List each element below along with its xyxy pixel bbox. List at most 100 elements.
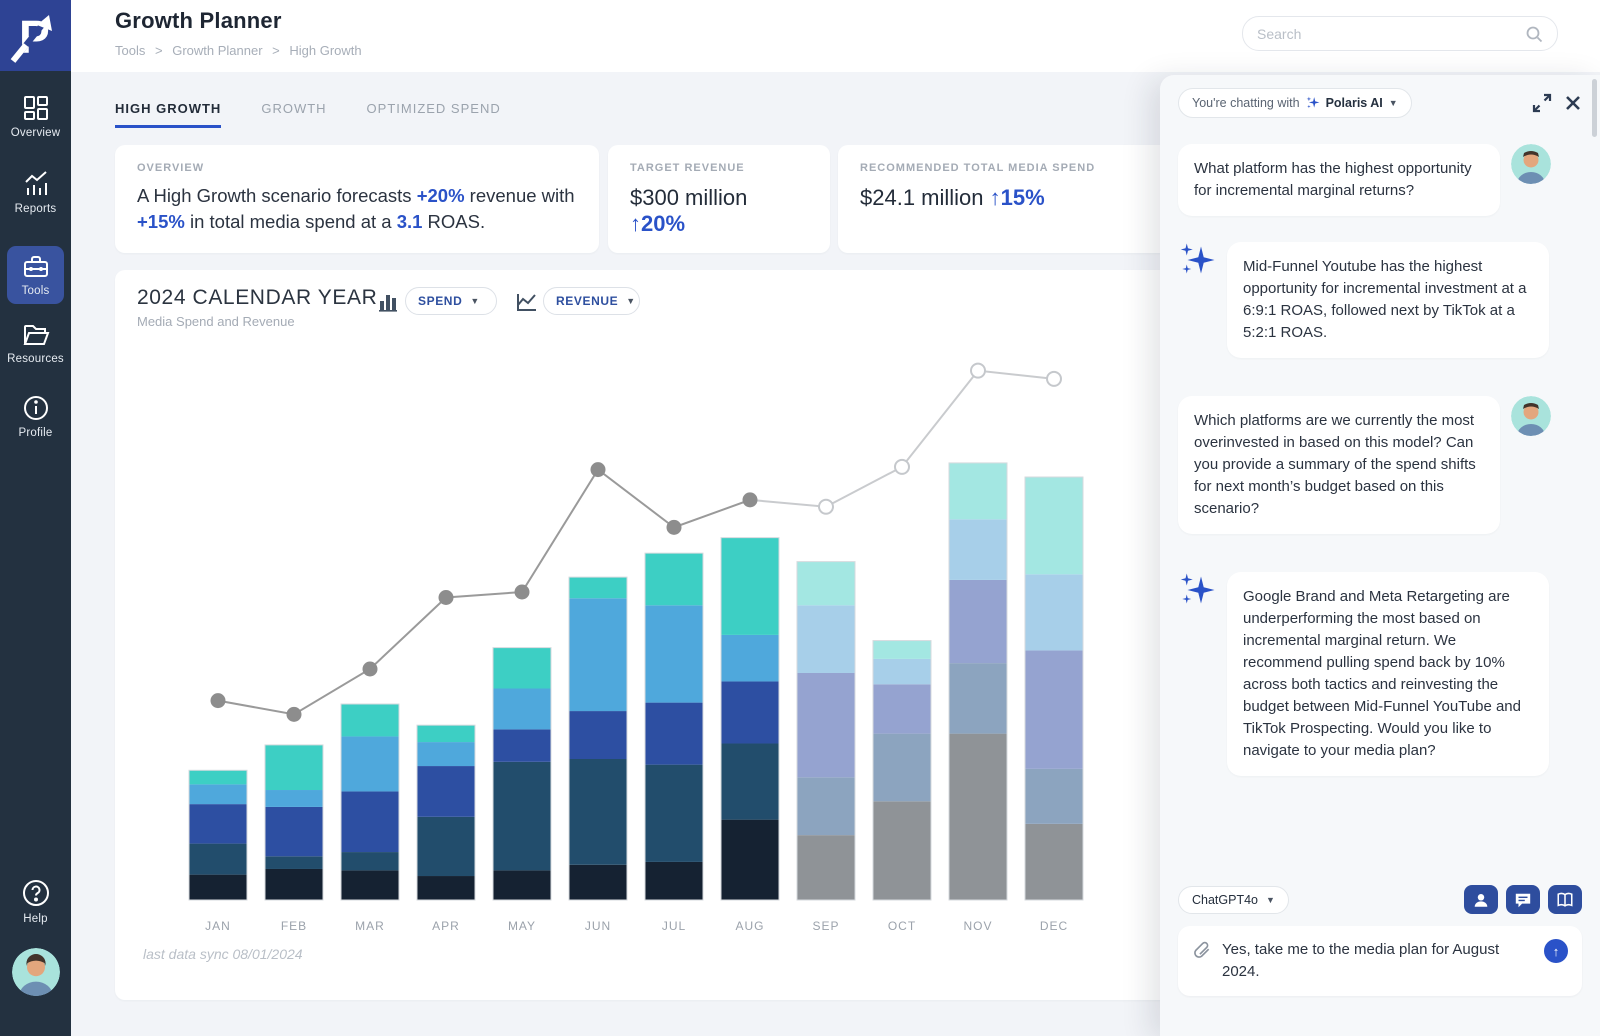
overview-card: OVERVIEW A High Growth scenario forecast… (115, 145, 599, 253)
paperclip-icon[interactable] (1192, 939, 1212, 961)
overview-summary-text: A High Growth scenario forecasts +20% re… (137, 185, 575, 233)
card-label: RECOMMENDED TOTAL MEDIA SPEND (860, 162, 1096, 174)
chat-input[interactable]: Yes, take me to the media plan for Augus… (1222, 941, 1500, 980)
sidebar-item-label: Reports (14, 203, 57, 215)
svg-text:MAY: MAY (508, 919, 536, 933)
breadcrumb-link[interactable]: Tools (115, 43, 146, 58)
chat-bubble-icon (1515, 893, 1531, 907)
sidebar: P Overview Reports Tools (0, 0, 71, 1036)
book-icon (1557, 892, 1573, 907)
assistant-selector-dropdown[interactable]: You're chatting with Polaris AI ▼ (1178, 88, 1412, 118)
spend-selector-dropdown[interactable]: SPEND ▼ (405, 287, 497, 315)
message-bubble: Which platforms are we currently the mos… (1178, 396, 1500, 534)
model-selector-dropdown[interactable]: ChatGPT4o ▼ (1178, 885, 1289, 914)
model-name: ChatGPT4o (1192, 892, 1259, 907)
chevron-down-icon: ▼ (1388, 98, 1398, 108)
breadcrumb-separator: > (272, 43, 280, 58)
page-title: Growth Planner (115, 8, 282, 33)
chat-scrollbar[interactable] (1592, 79, 1597, 137)
sidebar-item-overview[interactable]: Overview (0, 94, 71, 139)
search-box[interactable] (1242, 16, 1558, 51)
sidebar-item-label: Resources (7, 353, 64, 365)
message-bubble: Google Brand and Meta Retargeting are un… (1227, 572, 1549, 776)
chat-toolbar: ChatGPT4o ▼ (1178, 885, 1582, 914)
svg-text:AUG: AUG (735, 919, 764, 933)
conversations-button[interactable] (1506, 885, 1540, 914)
spend-revenue-chart: JAN FEB MAR APR MAY JUN JUL AUG SEP OCT NOV DEC (115, 288, 1125, 948)
sidebar-item-tools-active[interactable]: Tools (7, 246, 64, 304)
tab-growth[interactable]: GROWTH (261, 101, 327, 116)
sidebar-item-label: Help (23, 913, 48, 925)
sparkle-icon (1180, 573, 1215, 604)
search-icon (1526, 26, 1543, 42)
toolbox-icon (23, 256, 48, 277)
polaris-logo-icon: P (0, 0, 71, 71)
chart-subtitle: Media Spend and Revenue (137, 314, 295, 329)
svg-text:JAN: JAN (205, 919, 231, 933)
tab-high-growth[interactable]: HIGH GROWTH (115, 101, 222, 128)
sidebar-item-label: Overview (10, 127, 61, 139)
send-button[interactable]: ↑ (1544, 939, 1568, 963)
avatar (1511, 396, 1551, 436)
svg-text:JUL: JUL (662, 919, 686, 933)
assistant-name: Polaris AI (1325, 96, 1383, 110)
target-revenue-value: $300 million ↑20% (630, 185, 808, 237)
chart-title: 2024 CALENDAR YEAR (137, 286, 378, 309)
svg-text:JUN: JUN (585, 919, 611, 933)
message-bubble: Mid-Funnel Youtube has the highest oppor… (1227, 242, 1549, 358)
close-icon[interactable] (1564, 94, 1582, 112)
knowledge-base-button[interactable] (1548, 885, 1582, 914)
expand-icon[interactable] (1532, 93, 1552, 113)
revenue-selector-dropdown[interactable]: REVENUE ▼ (543, 287, 640, 315)
svg-text:FEB: FEB (281, 919, 307, 933)
avatar (1511, 144, 1551, 184)
breadcrumb-current: High Growth (289, 43, 362, 58)
card-label: TARGET REVENUE (630, 162, 745, 174)
breadcrumb: Tools > Growth Planner > High Growth (115, 43, 368, 58)
last-data-sync-note: last data sync 08/01/2024 (143, 946, 303, 962)
top-header: Growth Planner Tools > Growth Planner > … (71, 0, 1600, 72)
svg-text:OCT: OCT (888, 919, 916, 933)
target-revenue-card: TARGET REVENUE $300 million ↑20% (608, 145, 830, 253)
svg-text:DEC: DEC (1040, 919, 1068, 933)
metric-number: $24.1 million (860, 185, 984, 210)
folder-icon (23, 325, 49, 345)
sparkle-icon (1306, 96, 1319, 109)
sidebar-item-reports[interactable]: Reports (0, 170, 71, 215)
svg-text:APR: APR (432, 919, 460, 933)
message-bubble: What platform has the highest opportunit… (1178, 144, 1500, 216)
scenario-tabs: HIGH GROWTH GROWTH OPTIMIZED SPEND (115, 101, 501, 128)
sidebar-item-label: Tools (21, 285, 50, 297)
chat-message-assistant: Mid-Funnel Youtube has the highest oppor… (1178, 242, 1582, 358)
chat-header: You're chatting with Polaris AI ▼ (1178, 88, 1582, 118)
sidebar-item-label: Profile (18, 427, 53, 439)
svg-text:MAR: MAR (355, 919, 385, 933)
chat-message-user: Which platforms are we currently the mos… (1178, 396, 1582, 534)
sidebar-user-avatar[interactable] (0, 948, 71, 996)
chevron-down-icon: ▼ (626, 296, 636, 306)
media-spend-value: $24.1 million ↑15% (860, 185, 1188, 211)
dropdown-value: REVENUE (556, 294, 619, 308)
line-chart-icon (515, 291, 538, 318)
app-logo[interactable]: P (0, 0, 71, 71)
metric-delta: ↑20% (630, 211, 686, 236)
info-circle-icon (23, 396, 48, 420)
sidebar-item-help[interactable]: Help (0, 878, 71, 925)
chat-message-assistant: Google Brand and Meta Retargeting are un… (1178, 572, 1582, 776)
arrow-up-icon: ↑ (1552, 943, 1560, 959)
tab-optimized-spend[interactable]: OPTIMIZED SPEND (366, 101, 501, 116)
breadcrumb-link[interactable]: Growth Planner (172, 43, 263, 58)
sidebar-item-resources[interactable]: Resources (0, 322, 71, 365)
contacts-button[interactable] (1464, 885, 1498, 914)
search-input[interactable] (1257, 25, 1525, 42)
dropdown-value: SPEND (418, 294, 463, 308)
chat-tool-buttons (1464, 885, 1582, 914)
chevron-down-icon: ▼ (470, 296, 480, 306)
sparkle-icon (1180, 243, 1215, 274)
metric-number: $300 million (630, 185, 748, 210)
avatar (11, 948, 60, 996)
metric-delta: ↑15% (989, 185, 1045, 210)
sidebar-item-profile[interactable]: Profile (0, 394, 71, 439)
chat-input-box[interactable]: Yes, take me to the media plan for Augus… (1178, 926, 1582, 996)
chat-message-user: What platform has the highest opportunit… (1178, 144, 1582, 216)
